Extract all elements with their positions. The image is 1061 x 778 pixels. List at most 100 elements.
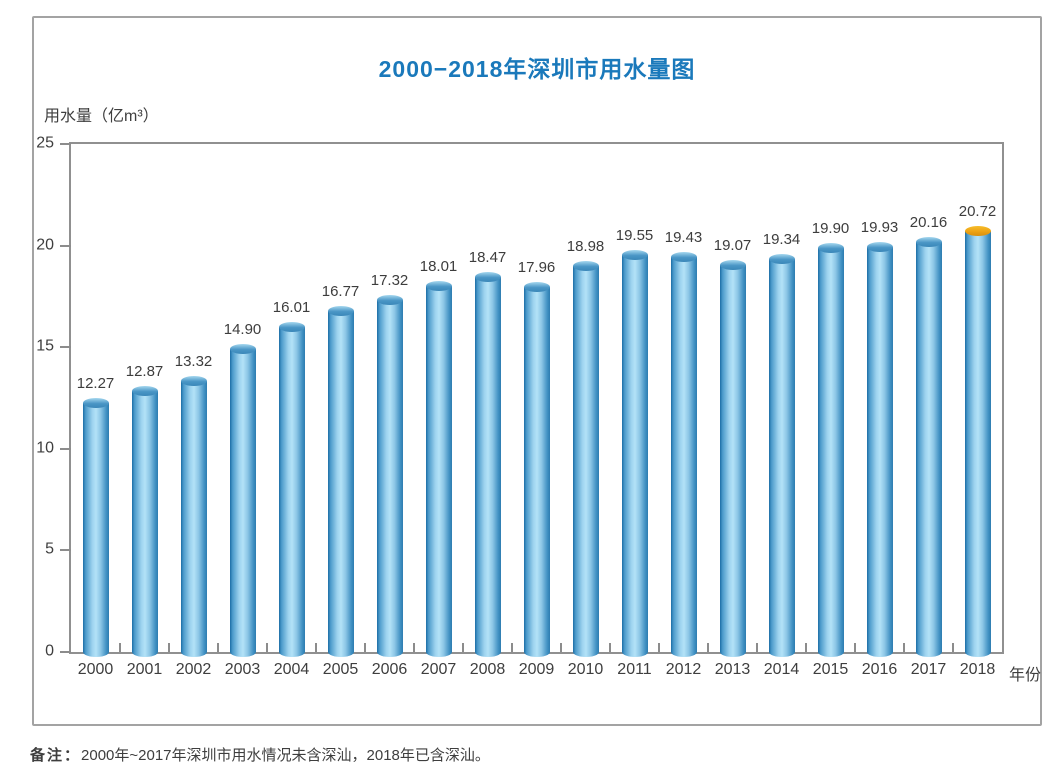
x-axis-label-2013: 2013 — [714, 661, 751, 678]
bar-base — [82, 647, 109, 657]
bar-value-label: 17.32 — [370, 272, 409, 290]
bar-value-label: 18.98 — [566, 238, 605, 256]
bar-base — [621, 647, 648, 657]
x-axis-label-2015: 2015 — [812, 661, 849, 678]
x-tick — [952, 643, 954, 652]
y-tick — [60, 346, 71, 349]
bar-slot: 19.93 — [855, 144, 904, 657]
bar-slot: 19.43 — [659, 144, 708, 657]
bar-slot: 17.32 — [365, 144, 414, 657]
x-tick — [364, 643, 366, 652]
bar-slot: 13.32 — [169, 144, 218, 657]
x-axis-title: 年份 — [1009, 667, 1042, 684]
x-axis-label-2000: 2000 — [77, 661, 114, 678]
footnote-label: 备注： — [30, 747, 82, 764]
bar-cap — [866, 242, 893, 252]
x-axis-label-2010: 2010 — [567, 661, 604, 678]
bar-2012: 19.43 — [665, 229, 702, 657]
y-axis-title: 用水量（亿m³） — [44, 108, 159, 125]
bar-2015: 19.90 — [812, 220, 849, 657]
bar-slot: 12.87 — [120, 144, 169, 657]
y-tick-label: 25 — [36, 134, 54, 152]
bar-slot: 14.90 — [218, 144, 267, 657]
x-tick — [854, 643, 856, 652]
bar-base — [278, 647, 305, 657]
bar-2016: 19.93 — [861, 219, 898, 657]
bar-base — [964, 647, 991, 657]
x-tick — [511, 643, 513, 652]
x-tick — [805, 643, 807, 652]
bar-value-label: 16.01 — [272, 298, 311, 316]
bar-base — [866, 647, 893, 657]
x-axis-label-2017: 2017 — [910, 661, 947, 678]
bar-2014: 19.34 — [763, 231, 800, 657]
bar-value-label: 18.01 — [419, 258, 458, 275]
y-tick — [60, 549, 71, 552]
bar-slot: 16.77 — [316, 144, 365, 657]
bar-slot: 19.55 — [610, 144, 659, 657]
bar-base — [180, 647, 207, 657]
bar-cap — [572, 261, 599, 272]
bar-2010: 18.98 — [567, 238, 604, 657]
footnote: 备注：2000年~2017年深圳市用水情况未含深汕，2018年已含深汕。 — [30, 744, 490, 765]
bar-2002: 13.32 — [175, 353, 212, 657]
bar-cap — [474, 271, 501, 282]
x-tick — [315, 643, 317, 652]
bar-2006: 17.32 — [371, 272, 408, 657]
footnote-text: 2000年~2017年深圳市用水情况未含深汕，2018年已含深汕。 — [81, 747, 490, 764]
bar-value-label: 20.16 — [909, 214, 948, 232]
bar-base — [817, 647, 844, 657]
bar-base — [474, 647, 501, 657]
bar-base — [327, 647, 354, 657]
x-axis-label-2003: 2003 — [224, 661, 261, 678]
bar-value-label: 19.55 — [615, 226, 654, 244]
x-axis-label-2001: 2001 — [126, 661, 163, 678]
bar-slot: 20.16 — [904, 144, 953, 657]
bar-value-label: 19.34 — [762, 231, 801, 248]
bar-2000: 12.27 — [77, 375, 114, 657]
bar-2009: 17.96 — [518, 259, 555, 657]
bar-slot: 18.01 — [414, 144, 463, 657]
bar-cap — [425, 281, 452, 291]
bar-value-label: 19.93 — [860, 219, 899, 236]
bars-container: 12.27 12.87 13.32 14.90 16.01 16.77 17.32 18.01… — [71, 144, 1002, 657]
bar-base — [572, 647, 599, 657]
x-axis-label-2012: 2012 — [665, 661, 702, 678]
y-tick-label: 20 — [36, 236, 54, 254]
y-tick-label: 0 — [45, 642, 54, 660]
bar-slot: 17.96 — [512, 144, 561, 657]
x-axis-label-2008: 2008 — [469, 661, 506, 678]
bar-base — [376, 647, 403, 657]
bar-base — [915, 647, 942, 657]
bar-2011: 19.55 — [616, 227, 653, 657]
bar-base — [131, 647, 158, 657]
bar-value-label: 20.72 — [958, 203, 997, 220]
bar-cap — [82, 397, 109, 408]
bar-cap — [719, 259, 746, 270]
x-tick — [609, 643, 611, 652]
bar-cap — [817, 242, 844, 253]
y-tick — [60, 244, 71, 247]
bar-value-label: 18.47 — [468, 248, 507, 266]
bar-value-label: 12.87 — [125, 362, 164, 380]
bar-cap — [376, 295, 403, 306]
plot-area: 0 5 10 15 20 25 12.27 12.87 13.32 14.90 16.01 16.7… — [36, 135, 1041, 684]
x-axis-label-2016: 2016 — [861, 661, 898, 678]
bar-2017: 20.16 — [910, 214, 947, 657]
x-tick — [217, 643, 219, 652]
bar-value-label: 12.27 — [76, 374, 115, 392]
bar-cap — [621, 249, 648, 260]
x-tick — [707, 643, 709, 652]
x-tick — [756, 643, 758, 652]
bar-slot: 12.27 — [71, 144, 120, 657]
x-axis-label-2007: 2007 — [420, 661, 457, 678]
bar-cap — [768, 254, 795, 264]
x-axis-labels: 2000 2001 2002 2003 2004 2005 2006 2007 2008 2009… — [71, 661, 1002, 679]
bar-slot: 18.47 — [463, 144, 512, 657]
x-tick — [658, 643, 660, 652]
bar-2013: 19.07 — [714, 237, 751, 657]
bar-value-label: 14.90 — [223, 321, 262, 339]
x-axis-label-2009: 2009 — [518, 661, 555, 678]
x-tick — [462, 643, 464, 652]
